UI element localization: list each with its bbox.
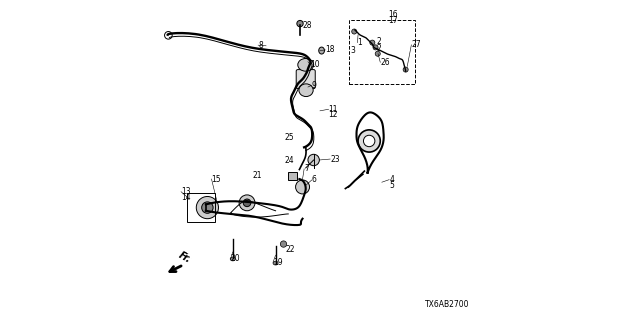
Circle shape — [352, 29, 356, 34]
Text: 19: 19 — [273, 258, 283, 267]
Text: 15: 15 — [211, 174, 221, 184]
Text: 10: 10 — [310, 60, 319, 69]
Text: 25: 25 — [284, 133, 294, 142]
Circle shape — [373, 45, 378, 50]
FancyBboxPatch shape — [296, 69, 316, 89]
Ellipse shape — [319, 47, 324, 54]
Text: 26: 26 — [380, 58, 390, 67]
Text: 22: 22 — [285, 245, 295, 254]
Text: 18: 18 — [325, 45, 335, 54]
Bar — [349, 20, 415, 84]
Text: 17: 17 — [388, 16, 397, 25]
Bar — [187, 193, 215, 222]
Text: 27: 27 — [412, 40, 421, 49]
Text: 20: 20 — [230, 254, 240, 263]
Text: 9: 9 — [312, 81, 316, 90]
Ellipse shape — [299, 84, 313, 97]
Text: 2: 2 — [376, 36, 381, 45]
Text: 11: 11 — [328, 105, 338, 114]
Text: 28: 28 — [303, 21, 312, 30]
Circle shape — [243, 199, 251, 207]
Text: 5: 5 — [389, 181, 394, 190]
Text: 8: 8 — [258, 41, 263, 50]
Circle shape — [280, 241, 287, 247]
Circle shape — [196, 196, 218, 219]
Text: 3: 3 — [351, 46, 356, 55]
Text: 14: 14 — [181, 193, 191, 202]
Text: Fr.: Fr. — [177, 250, 193, 265]
Text: 13: 13 — [181, 187, 191, 196]
Text: 7: 7 — [304, 164, 309, 173]
Text: 16: 16 — [388, 10, 397, 19]
FancyBboxPatch shape — [287, 172, 297, 180]
Text: 1: 1 — [357, 38, 362, 47]
Ellipse shape — [273, 261, 278, 265]
Circle shape — [297, 20, 303, 27]
Circle shape — [403, 67, 408, 72]
Circle shape — [370, 40, 375, 45]
Circle shape — [296, 180, 310, 194]
Circle shape — [364, 135, 375, 147]
Text: 12: 12 — [328, 110, 338, 119]
Text: 4: 4 — [389, 175, 394, 184]
Text: TX6AB2700: TX6AB2700 — [424, 300, 469, 309]
Circle shape — [375, 51, 380, 56]
Circle shape — [239, 195, 255, 211]
Text: 2: 2 — [376, 44, 381, 53]
Text: 21: 21 — [252, 171, 262, 180]
Circle shape — [202, 202, 213, 213]
Ellipse shape — [230, 257, 236, 261]
Text: 24: 24 — [284, 156, 294, 165]
Circle shape — [308, 154, 319, 166]
Text: 6: 6 — [312, 175, 317, 185]
Ellipse shape — [298, 59, 314, 71]
Circle shape — [358, 130, 380, 152]
Text: 23: 23 — [330, 155, 340, 164]
